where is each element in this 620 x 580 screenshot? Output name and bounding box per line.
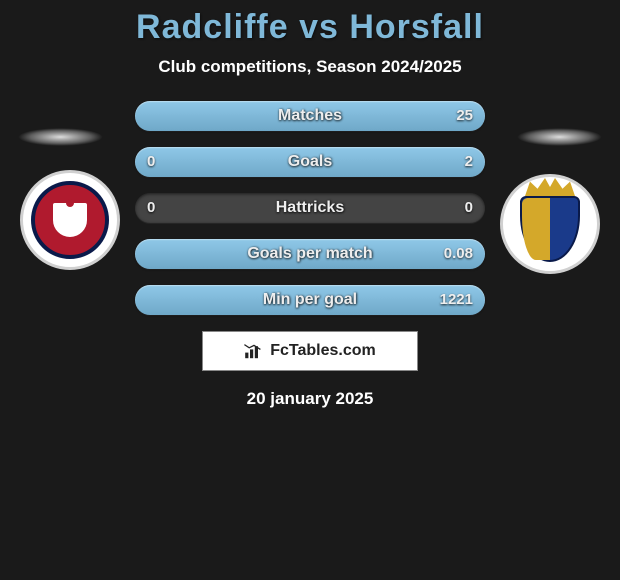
stats-panel: 25Matches 02Goals 00Hattricks 0.08Goals per… — [135, 101, 485, 315]
stat-bar-fill-right — [135, 239, 485, 269]
stat-row: 1221Min per goal — [135, 285, 485, 315]
stat-row: 02Goals — [135, 147, 485, 177]
bar-chart-icon — [244, 343, 264, 359]
snapshot-date: 20 january 2025 — [0, 389, 620, 409]
branding-card: FcTables.com — [202, 331, 418, 371]
stat-row: 00Hattricks — [135, 193, 485, 223]
shadow-ellipse-right — [517, 128, 602, 146]
stat-bar-fill-right — [135, 147, 485, 177]
stat-bar-fill-right — [135, 285, 485, 315]
stat-row: 25Matches — [135, 101, 485, 131]
team-right-crest-icon — [509, 178, 591, 270]
team-left-crest-icon — [31, 181, 109, 259]
team-left-badge — [20, 170, 120, 270]
page-title: Radcliffe vs Horsfall — [0, 8, 620, 47]
stat-bar-fill-right — [135, 101, 485, 131]
shadow-ellipse-left — [18, 128, 103, 146]
stat-row: 0.08Goals per match — [135, 239, 485, 269]
season-subtitle: Club competitions, Season 2024/2025 — [0, 57, 620, 77]
branding-text: FcTables.com — [270, 342, 376, 360]
team-right-badge — [500, 174, 600, 274]
stat-bar-bg — [135, 193, 485, 223]
comparison-infographic: Radcliffe vs Horsfall Club competitions,… — [0, 0, 620, 580]
